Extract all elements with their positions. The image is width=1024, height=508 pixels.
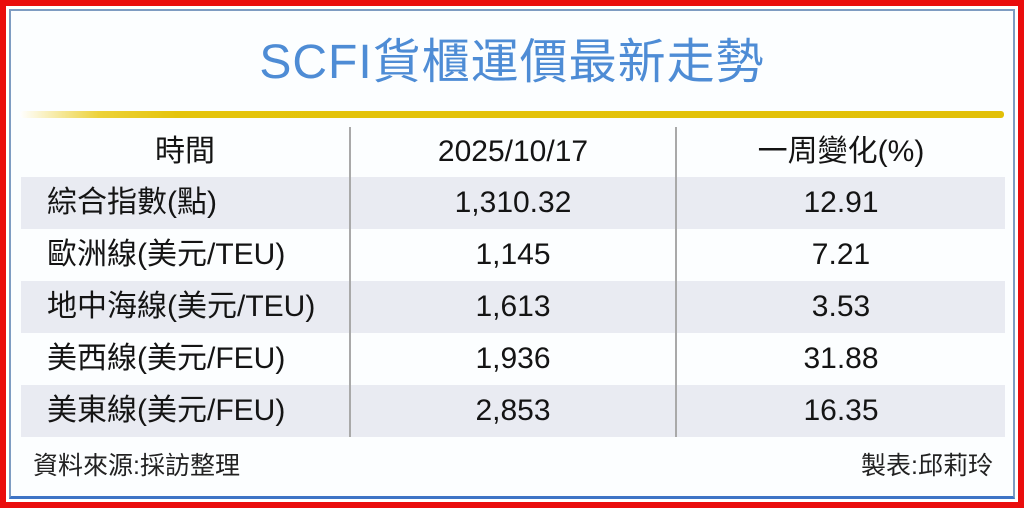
row-label: 美東線(美元/FEU): [21, 385, 349, 437]
freight-rate-table: 時間 2025/10/17 一周變化(%) 綜合指數(點) 1,310.32 1…: [21, 127, 1005, 437]
header-weekly-change: 一周變化(%): [757, 135, 925, 168]
row-value: 1,145: [349, 229, 677, 281]
row-label: 地中海線(美元/TEU): [21, 281, 349, 333]
row-change: 12.91: [677, 177, 1005, 229]
row-value: 1,613: [349, 281, 677, 333]
table-credit-note: 製表:邱莉玲: [861, 452, 993, 480]
header-date: 2025/10/17: [349, 127, 677, 177]
row-change: 3.53: [677, 281, 1005, 333]
footer: 資料來源:採訪整理 製表:邱莉玲: [11, 439, 1013, 489]
row-label: 美西線(美元/FEU): [47, 342, 286, 375]
header-time: 時間: [155, 135, 215, 168]
infographic-panel: SCFI貨櫃運價最新走勢 時間 2025/10/17 一周變化(%) 綜合指數(…: [9, 9, 1015, 499]
page-title: SCFI貨櫃運價最新走勢: [259, 36, 765, 89]
row-change: 31.88: [803, 342, 879, 375]
row-value: 1,936: [349, 333, 677, 385]
row-label: 綜合指數(點): [21, 177, 349, 229]
data-source-note: 資料來源:採訪整理: [33, 452, 240, 480]
row-value: 2,853: [349, 385, 677, 437]
row-label: 歐洲線(美元/TEU): [47, 238, 286, 271]
gold-divider-bar: [20, 111, 1004, 118]
row-change: 7.21: [811, 238, 871, 271]
row-value: 1,310.32: [349, 177, 677, 229]
row-change: 16.35: [677, 385, 1005, 437]
